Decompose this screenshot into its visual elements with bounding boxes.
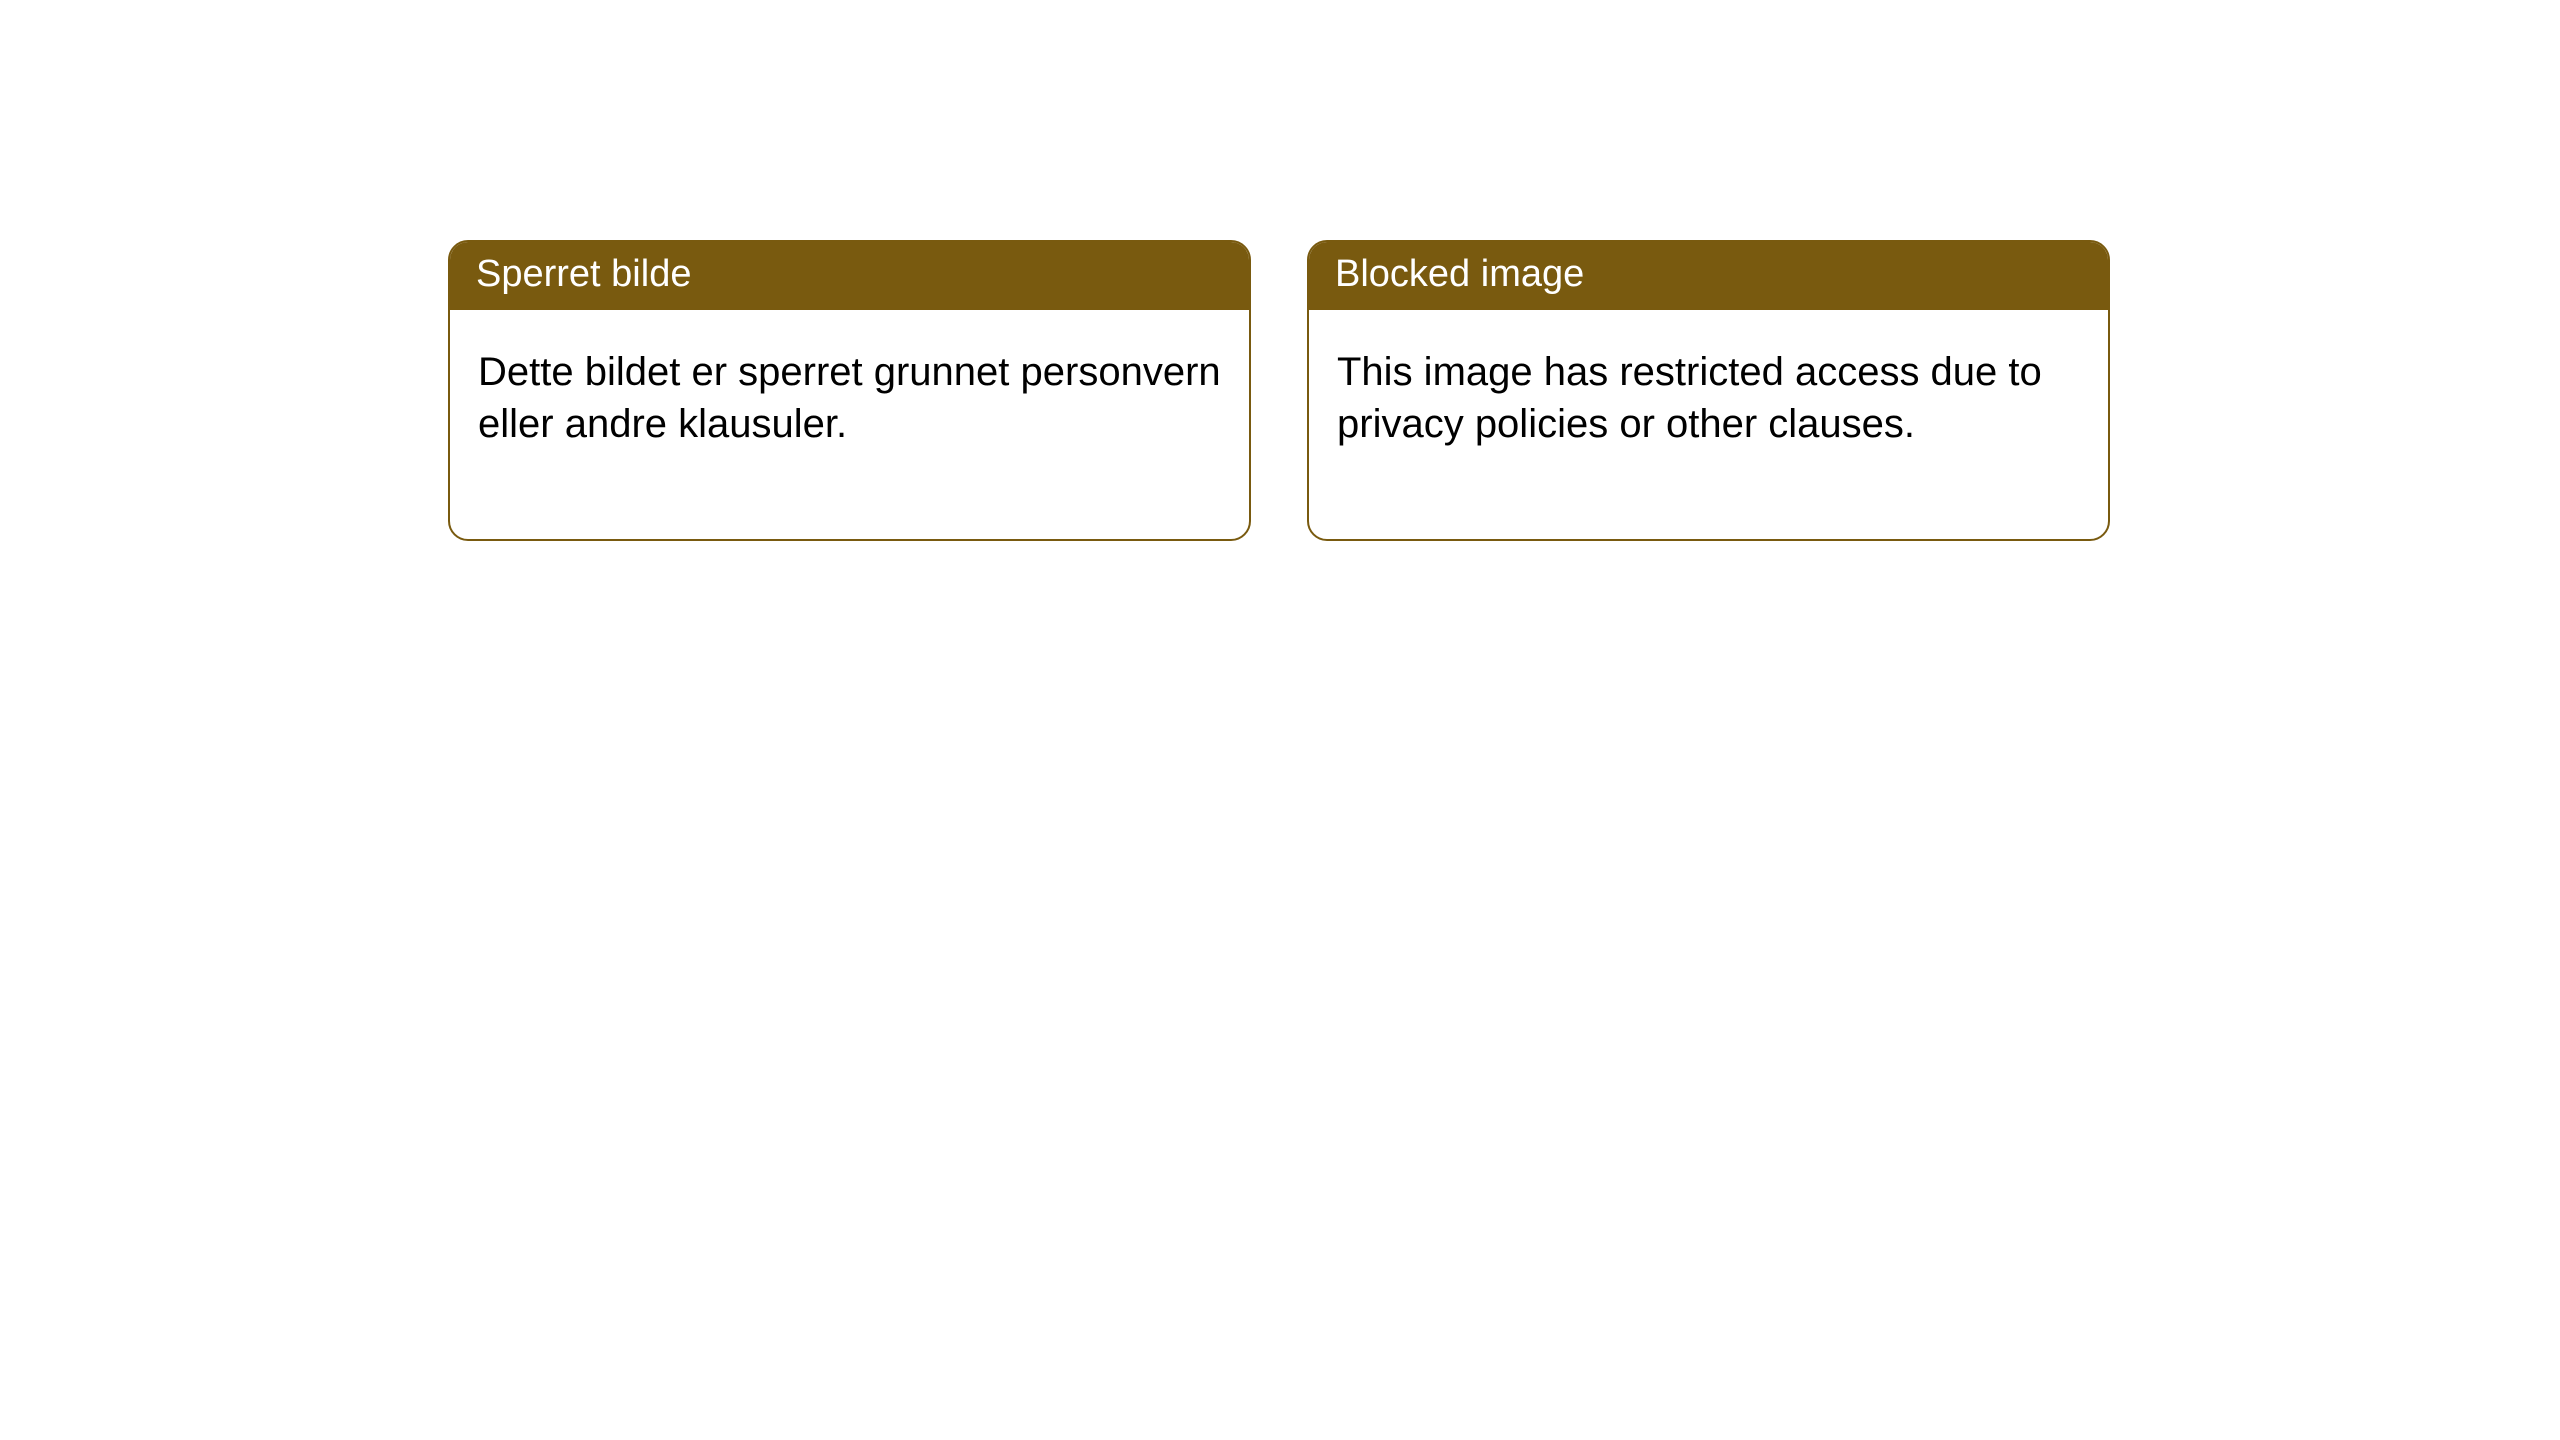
notice-card-norwegian: Sperret bilde Dette bildet er sperret gr…: [448, 240, 1251, 541]
notice-card-header: Sperret bilde: [450, 242, 1249, 310]
notice-card-body: This image has restricted access due to …: [1309, 310, 2108, 540]
notice-card-header: Blocked image: [1309, 242, 2108, 310]
notice-card-english: Blocked image This image has restricted …: [1307, 240, 2110, 541]
notice-container: Sperret bilde Dette bildet er sperret gr…: [0, 0, 2560, 541]
notice-card-body: Dette bildet er sperret grunnet personve…: [450, 310, 1249, 540]
